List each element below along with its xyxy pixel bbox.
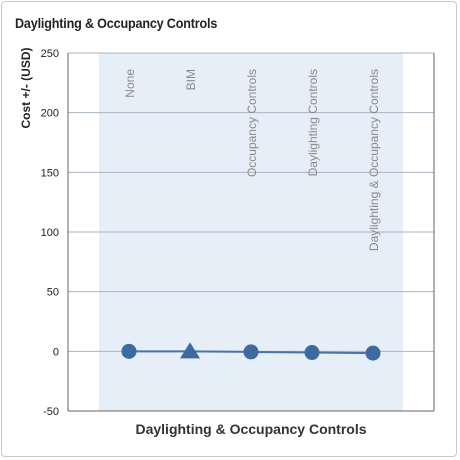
data-point[interactable] — [243, 344, 259, 360]
category-label: Daylighting Controls — [306, 69, 320, 176]
category-label: BIM — [184, 69, 198, 90]
y-tick-label: 100 — [41, 227, 59, 239]
chart-panel-title: Daylighting & Occupancy Controls — [15, 15, 218, 31]
y-tick-label: 50 — [47, 287, 59, 299]
y-tick-label: 150 — [41, 167, 59, 179]
category-label: Occupancy Controls — [245, 69, 259, 177]
y-tick-labels: -50 0 50 100 150 200 250 — [41, 48, 59, 418]
category-label: None — [123, 69, 137, 98]
data-point[interactable] — [121, 343, 137, 359]
y-tick-label: 250 — [41, 48, 59, 60]
y-axis-label: Cost +/- (USD) — [19, 47, 33, 128]
x-axis-label: Daylighting & Occupancy Controls — [135, 421, 366, 437]
category-label: Daylighting & Occupancy Controls — [367, 69, 381, 251]
data-point[interactable] — [304, 345, 320, 361]
y-tick-label: 200 — [41, 108, 59, 120]
axes — [67, 53, 435, 412]
data-point[interactable] — [365, 345, 381, 361]
y-tick-label: -50 — [43, 406, 59, 418]
series — [121, 342, 381, 361]
category-labels: None BIM Occupancy Controls Daylighting Con… — [123, 69, 381, 251]
y-tick-label: 0 — [53, 346, 59, 358]
data-point[interactable] — [180, 342, 200, 359]
